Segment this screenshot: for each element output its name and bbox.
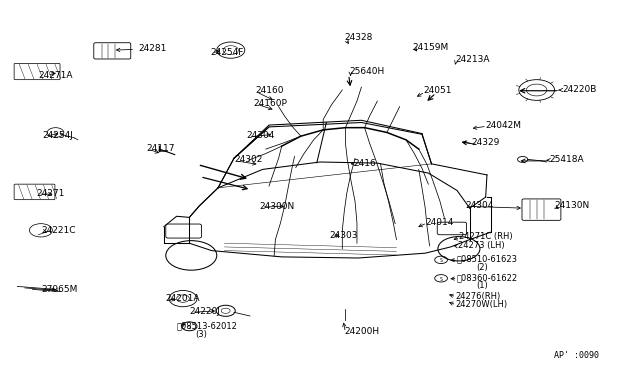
Text: (2): (2) xyxy=(476,263,488,272)
Text: (1): (1) xyxy=(476,281,488,290)
Text: 24302: 24302 xyxy=(234,155,262,164)
Text: AP' :0090: AP' :0090 xyxy=(554,350,600,360)
Text: S: S xyxy=(440,258,442,263)
Text: 25418A: 25418A xyxy=(549,155,584,164)
Text: 24220B: 24220B xyxy=(562,85,596,94)
Text: 24303: 24303 xyxy=(330,231,358,240)
Text: 24271: 24271 xyxy=(36,189,65,198)
Text: 24221C: 24221C xyxy=(41,226,76,235)
Text: 24273 (LH): 24273 (LH) xyxy=(458,241,504,250)
Text: S: S xyxy=(188,324,191,330)
Text: 24117: 24117 xyxy=(147,144,175,153)
Text: 24160: 24160 xyxy=(255,86,284,95)
Text: 24276(RH): 24276(RH) xyxy=(455,292,500,301)
Text: Ⓢ08513-62012: Ⓢ08513-62012 xyxy=(177,322,237,331)
Text: Ⓢ08360-61622: Ⓢ08360-61622 xyxy=(457,273,518,282)
Text: 24329: 24329 xyxy=(472,138,500,147)
Text: 24220J: 24220J xyxy=(189,307,220,316)
Text: Ⓢ08510-61623: Ⓢ08510-61623 xyxy=(457,254,518,264)
Text: 24271C (RH): 24271C (RH) xyxy=(459,232,513,241)
Text: 2416: 2416 xyxy=(354,158,376,168)
Text: 27965M: 27965M xyxy=(41,285,77,294)
Text: 24160P: 24160P xyxy=(253,99,287,108)
Text: 24042M: 24042M xyxy=(486,121,522,130)
Text: 24201A: 24201A xyxy=(166,295,200,304)
Text: 24213A: 24213A xyxy=(455,55,490,64)
Text: 24200H: 24200H xyxy=(344,327,380,336)
Text: 24328: 24328 xyxy=(344,33,372,42)
Text: 24159M: 24159M xyxy=(412,43,449,52)
Text: 24254F: 24254F xyxy=(211,48,244,57)
Text: 24051: 24051 xyxy=(423,86,452,95)
Text: 24300N: 24300N xyxy=(259,202,294,211)
Text: 24270W(LH): 24270W(LH) xyxy=(455,300,508,309)
Text: 24254J: 24254J xyxy=(43,131,74,140)
Text: 25640H: 25640H xyxy=(349,67,385,76)
Text: 24014: 24014 xyxy=(425,218,454,227)
Text: S: S xyxy=(440,276,442,282)
Text: 24281: 24281 xyxy=(138,44,167,53)
Text: 24130N: 24130N xyxy=(554,201,589,210)
Text: 24304: 24304 xyxy=(465,201,493,210)
Text: (3): (3) xyxy=(196,330,207,339)
Text: 24304: 24304 xyxy=(246,131,275,140)
Text: 24271A: 24271A xyxy=(38,71,73,80)
